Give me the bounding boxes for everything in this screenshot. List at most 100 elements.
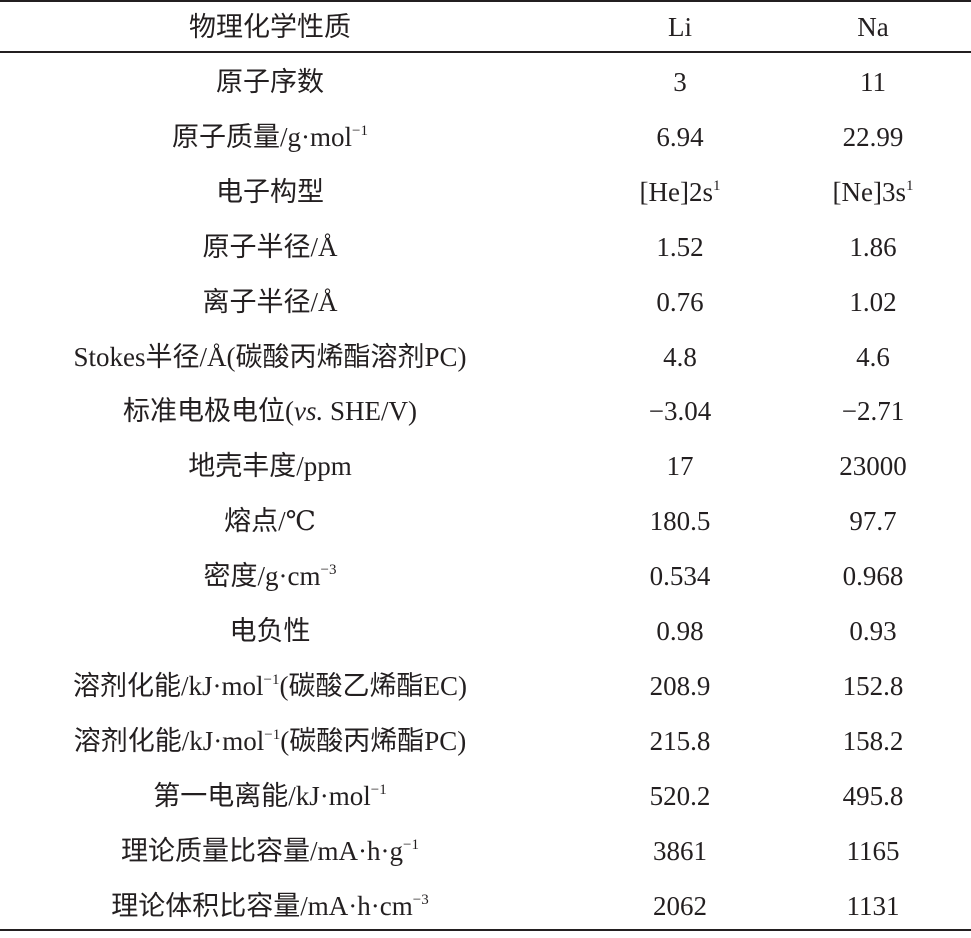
cell-na: −2.71 bbox=[773, 384, 971, 439]
text-segment: 电负性 bbox=[229, 616, 311, 646]
text-segment: 0.98 bbox=[656, 616, 704, 646]
superscript: −3 bbox=[412, 891, 429, 908]
text-segment: 152.8 bbox=[842, 670, 904, 701]
text-segment: 标准电极电位( bbox=[123, 396, 294, 427]
text-segment: 1131 bbox=[846, 890, 900, 921]
cell-na: 97.7 bbox=[773, 494, 971, 549]
text-segment: 158.2 bbox=[842, 725, 904, 756]
header-na: Na bbox=[857, 12, 889, 42]
cell-li: 215.8 bbox=[580, 714, 780, 769]
top-rule bbox=[0, 0, 971, 2]
cell-property: 原子质量/g·mol−1 bbox=[0, 110, 540, 165]
text-segment: (碳酸乙烯酯EC) bbox=[279, 670, 467, 701]
text-segment: 208.9 bbox=[649, 670, 711, 701]
header-property: 物理化学性质 bbox=[189, 12, 351, 42]
cell-property: 理论质量比容量/mA·h·g−1 bbox=[0, 824, 540, 879]
cell-li: 17 bbox=[580, 439, 780, 494]
text-segment: 1165 bbox=[846, 835, 900, 866]
text-segment: 1.52 bbox=[656, 231, 704, 262]
cell-na: 1.86 bbox=[773, 220, 971, 275]
text-segment: (碳酸丙烯酯PC) bbox=[280, 725, 467, 756]
text-segment: 原子质量/g·mol bbox=[172, 121, 353, 152]
cell-na: 0.968 bbox=[773, 549, 971, 604]
text-segment: 495.8 bbox=[842, 780, 904, 811]
text-segment: 0.76 bbox=[656, 286, 704, 317]
text-segment: 熔点/℃ bbox=[224, 506, 316, 537]
cell-na: 1165 bbox=[773, 824, 971, 879]
cell-na: 1.02 bbox=[773, 275, 971, 330]
cell-na: 158.2 bbox=[773, 714, 971, 769]
cell-property: 溶剂化能/kJ·mol−1(碳酸乙烯酯EC) bbox=[0, 659, 540, 714]
table-row: 电子构型 [He]2s1 [Ne]3s1 bbox=[0, 165, 971, 220]
cell-li: 520.2 bbox=[580, 769, 780, 824]
superscript: −1 bbox=[370, 781, 387, 798]
superscript: 1 bbox=[712, 177, 721, 194]
text-segment: 地壳丰度/ppm bbox=[188, 451, 352, 482]
text-segment: 180.5 bbox=[649, 506, 711, 537]
table-row: 原子序数 3 11 bbox=[0, 55, 971, 110]
text-segment: 2062 bbox=[653, 890, 707, 921]
cell-na: 11 bbox=[773, 55, 971, 110]
cell-property: 标准电极电位(vs. SHE/V) bbox=[0, 384, 540, 439]
cell-property: 离子半径/Å bbox=[0, 275, 540, 330]
header-rule bbox=[0, 51, 971, 53]
text-segment: 3861 bbox=[653, 835, 707, 866]
table-row: Stokes半径/Å(碳酸丙烯酯溶剂PC) 4.8 4.6 bbox=[0, 330, 971, 385]
text-segment: 1.86 bbox=[849, 231, 897, 262]
text-segment: −2.71 bbox=[841, 396, 905, 427]
cell-na: 495.8 bbox=[773, 769, 971, 824]
text-segment: 4.8 bbox=[663, 341, 697, 372]
superscript: −1 bbox=[352, 122, 368, 139]
table-row: 理论体积比容量/mA·h·cm−3 2062 1131 bbox=[0, 879, 971, 934]
cell-li: 0.534 bbox=[580, 549, 780, 604]
cell-property: 电子构型 bbox=[0, 165, 540, 220]
cell-property: 密度/g·cm−3 bbox=[0, 549, 540, 604]
text-segment: 原子半径/Å bbox=[202, 231, 338, 262]
superscript: −1 bbox=[403, 836, 419, 853]
header-li: Li bbox=[668, 12, 692, 42]
cell-li: 6.94 bbox=[580, 110, 780, 165]
text-segment: 4.6 bbox=[856, 341, 890, 372]
superscript: −1 bbox=[264, 726, 281, 743]
text-segment: 0.968 bbox=[842, 561, 904, 592]
table-row: 第一电离能/kJ·mol−1 520.2 495.8 bbox=[0, 769, 971, 824]
cell-li: 3861 bbox=[580, 824, 780, 879]
cell-li: 0.76 bbox=[580, 275, 780, 330]
text-segment: 520.2 bbox=[649, 780, 711, 811]
cell-na: 152.8 bbox=[773, 659, 971, 714]
cell-property: 电负性 bbox=[0, 604, 540, 659]
text-segment: 3 bbox=[673, 67, 687, 97]
cell-property: 地壳丰度/ppm bbox=[0, 439, 540, 494]
header-row: 物理化学性质 Li Na bbox=[0, 0, 971, 52]
text-segment: 22.99 bbox=[842, 121, 904, 152]
cell-na: 4.6 bbox=[773, 330, 971, 385]
text-segment: SHE/V) bbox=[323, 396, 417, 427]
table-row: 溶剂化能/kJ·mol−1(碳酸丙烯酯PC) 215.8 158.2 bbox=[0, 714, 971, 769]
cell-na: 22.99 bbox=[773, 110, 971, 165]
text-segment: [He]2s bbox=[639, 176, 713, 207]
text-segment: 0.93 bbox=[849, 616, 897, 646]
text-segment: 理论体积比容量/mA·h·cm bbox=[111, 890, 413, 921]
cell-li: 208.9 bbox=[580, 659, 780, 714]
text-segment: vs. bbox=[294, 396, 324, 427]
cell-na: 1131 bbox=[773, 879, 971, 934]
cell-na: [Ne]3s1 bbox=[773, 165, 971, 220]
bottom-rule bbox=[0, 929, 971, 931]
cell-li: 4.8 bbox=[580, 330, 780, 385]
superscript: 1 bbox=[905, 177, 914, 194]
text-segment: 0.534 bbox=[649, 561, 711, 592]
text-segment: 11 bbox=[860, 67, 886, 97]
text-segment: 溶剂化能/kJ·mol bbox=[73, 670, 264, 701]
cell-property: 第一电离能/kJ·mol−1 bbox=[0, 769, 540, 824]
text-segment: 溶剂化能/kJ·mol bbox=[73, 725, 265, 756]
text-segment: 离子半径/Å bbox=[202, 286, 338, 317]
text-segment: 原子序数 bbox=[216, 67, 324, 97]
table-row: 密度/g·cm−3 0.534 0.968 bbox=[0, 549, 971, 604]
table-row: 原子半径/Å 1.52 1.86 bbox=[0, 220, 971, 275]
superscript: −3 bbox=[320, 562, 337, 579]
cell-li: 3 bbox=[580, 55, 780, 110]
text-segment: −3.04 bbox=[648, 396, 712, 427]
cell-li: [He]2s1 bbox=[580, 165, 780, 220]
cell-li: 1.52 bbox=[580, 220, 780, 275]
text-segment: [Ne]3s bbox=[832, 176, 906, 207]
